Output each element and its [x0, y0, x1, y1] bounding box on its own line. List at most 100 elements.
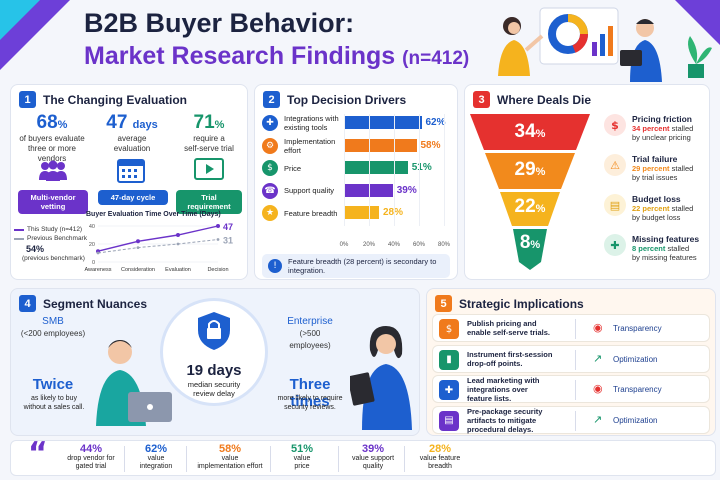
x-tick-label: 40%	[387, 242, 400, 248]
panel-number: 1	[19, 91, 36, 108]
implication-row: $ Publish pricing and enable self-serve tr…	[432, 314, 710, 342]
legend-previous-benchmark: Previous Benchmark	[14, 235, 87, 242]
stat-text: evaluation	[113, 144, 151, 153]
implication-text: Publish pricing and enable self-serve tri…	[467, 319, 579, 337]
stat-evaluation-days: 47 days average evaluation	[96, 112, 168, 154]
funnel-stage-4	[513, 229, 547, 270]
implication-row: ✚ Lead marketing with integrations over fea…	[432, 375, 710, 403]
driver-note-box: ! Feature breadth (28 percent) is second…	[262, 254, 450, 278]
series-point	[136, 239, 140, 244]
stat-unit: %	[214, 119, 225, 131]
smb-text-1: as likely to buy	[31, 395, 77, 402]
calendar-icon	[117, 159, 145, 183]
deal-reason-percent: 29 percent	[632, 164, 670, 173]
implication-line: integrations over	[467, 385, 528, 394]
footer-stat: 39% value support quality	[340, 443, 406, 471]
deal-reason-title: Pricing friction	[632, 114, 692, 124]
funnel-number: 22	[514, 196, 536, 217]
driver-value: 62%	[425, 117, 446, 128]
deal-reason: $ Pricing friction 34 percent stalled by un…	[604, 114, 693, 142]
implication-divider	[575, 319, 576, 339]
footer-divider	[404, 446, 405, 472]
driver-label: Implementation effort	[284, 136, 336, 155]
smb-name: SMB	[42, 316, 64, 327]
footer-stat-label: breadth	[428, 463, 452, 470]
sample-size: (n=412)	[402, 48, 470, 69]
stat-text: vendors	[37, 154, 67, 163]
implication-tag: Optimization	[613, 415, 658, 425]
deal-reason-line: 34 percent stalled	[632, 124, 693, 133]
deal-funnel	[470, 114, 590, 270]
enterprise-size: employees)	[289, 341, 331, 350]
implication-line: Publish pricing and	[467, 319, 537, 328]
footer-stat-label: value	[221, 455, 239, 462]
deal-reason-line: 29 percent stalled	[632, 164, 693, 173]
driver-label: Support quality	[284, 186, 335, 195]
funnel-value-1: 34%	[514, 121, 546, 142]
implication-icon: $	[439, 319, 459, 339]
legend-this-study: This Study (n=412)	[14, 226, 82, 233]
stat-unit: %	[57, 119, 68, 131]
series-point	[136, 246, 140, 249]
stat-multi-vendor: 68% of buyers evaluate three or more ven…	[16, 112, 88, 164]
enterprise-person-illustration	[350, 326, 412, 430]
star-icon: ★	[262, 205, 278, 221]
panel-title: Segment Nuances	[43, 296, 148, 311]
implication-icon: ▮	[439, 349, 459, 370]
security-text-2: review delay	[193, 389, 235, 398]
man-figure	[620, 19, 662, 82]
footer-strip	[10, 440, 716, 476]
smb-size: (<200 employees)	[20, 329, 86, 338]
page-title: B2B Buyer Behavior:	[84, 8, 355, 38]
deal-reason-text: Trial failure 29 percent stalled by trial …	[632, 154, 693, 182]
stat-text: of buyers evaluate	[19, 134, 85, 143]
footer-stat-value: 44%	[79, 443, 103, 455]
deal-reason-icon: ⚠	[604, 154, 626, 176]
x-axis-gridline	[444, 114, 445, 226]
implication-text: Lead marketing with integrations over feat…	[467, 376, 579, 403]
footer-stat-label: value support	[351, 455, 395, 462]
stat-value: 47	[106, 112, 128, 133]
security-text-1: median security	[187, 380, 241, 389]
x-axis-gridline	[344, 114, 345, 226]
woman-figure	[498, 17, 544, 76]
driver-value: 39%	[396, 184, 417, 196]
footer-stat: 44% drop vendor for gated trial	[56, 443, 126, 471]
series-point	[176, 242, 180, 246]
driver-row: ✚ Integrations with existing tools	[262, 112, 350, 134]
header-illustration	[498, 7, 712, 82]
funnel-stage-3	[500, 192, 560, 226]
stat-text: self-serve trial	[184, 144, 234, 153]
implication-tag: Transparency	[613, 385, 662, 394]
enterprise-text-1: more likely to require	[277, 395, 343, 402]
footer-divider	[186, 446, 187, 472]
funnel-number: 29	[514, 159, 536, 180]
deal-reason: ▤ Budget loss 22 percent stalled by budget …	[604, 194, 693, 222]
driver-bar	[344, 206, 379, 219]
subtitle-text: Market Research Findings	[84, 42, 396, 70]
panel-number: 4	[19, 295, 36, 312]
deal-reason-line: 8 percent stalled	[632, 244, 699, 253]
stat-text: require a	[193, 134, 225, 143]
deal-reason-text: Budget loss 22 percent stalled by budget l…	[632, 194, 693, 222]
smb-text-2: without a sales call.	[23, 404, 85, 411]
trend-up-icon: ↗	[593, 412, 603, 426]
x-axis-gridline	[394, 114, 395, 226]
deal-reason-cause: by trial issues	[632, 173, 678, 182]
puzzle-icon: ✚	[262, 115, 278, 131]
panel-title: The Changing Evaluation	[43, 92, 188, 107]
smb-person-illustration	[96, 340, 172, 426]
implication-line: procedural delays.	[467, 424, 534, 434]
deal-reason-icon: ▤	[604, 194, 626, 216]
price-tag-icon: $	[262, 160, 278, 176]
quote-icon: “	[28, 436, 48, 471]
enterprise-label: Enterprise (>500 employees)	[270, 316, 350, 352]
implication-divider	[575, 380, 576, 400]
line-chart: 0 20 40 Awareness Consideration Evaluation Dec…	[84, 222, 233, 273]
footer-stat-label: value	[293, 455, 311, 462]
x-tick-label: Evaluation	[165, 267, 191, 273]
deal-reason-title: Missing features	[632, 234, 700, 244]
footer-stat: 51% value price	[272, 443, 332, 471]
driver-note: Feature breadth (28 percent) is secondar…	[288, 257, 437, 275]
corner-decoration-accent	[0, 0, 40, 40]
